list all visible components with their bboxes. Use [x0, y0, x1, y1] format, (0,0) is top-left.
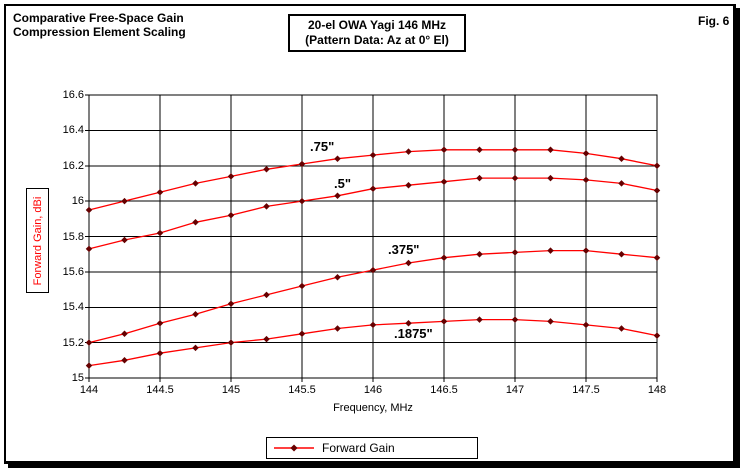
legend-label: Forward Gain	[322, 441, 395, 455]
y-tick-label: 15	[71, 372, 84, 384]
series-annotation: .5"	[334, 176, 352, 191]
x-tick-label: 146.5	[430, 384, 458, 396]
page-border	[4, 4, 736, 464]
y-axis-title-text: Forward Gain, dBi	[31, 196, 44, 285]
y-tick-label: 16	[71, 195, 84, 208]
x-tick-label: 146	[363, 384, 383, 396]
x-axis-title: Frequency, MHz	[333, 402, 413, 414]
series-annotation: .1875"	[394, 326, 433, 341]
figure-label: Fig. 6	[698, 14, 730, 28]
x-tick-label: 147	[505, 384, 525, 396]
y-tick-label: 16.4	[62, 124, 84, 137]
y-axis-title: Forward Gain, dBi	[26, 188, 49, 293]
legend: Forward Gain	[266, 437, 478, 459]
x-tick-label: 145.5	[288, 384, 316, 396]
series-annotation: .375"	[388, 242, 420, 257]
page-title: Comparative Free-Space Gain Compression …	[13, 11, 186, 39]
y-tick-label: 16.2	[62, 159, 84, 172]
y-tick-label: 15.4	[62, 301, 84, 314]
x-tick-label: 148	[647, 384, 667, 396]
y-tick-label: 16.6	[62, 89, 84, 101]
page-title-line2: Compression Element Scaling	[13, 25, 186, 39]
x-tick-label: 144.5	[146, 384, 174, 396]
legend-marker-icon	[274, 442, 314, 454]
series-annotation: .75"	[310, 139, 335, 154]
y-tick-label: 15.6	[62, 265, 84, 278]
x-tick-label: 145	[221, 384, 241, 396]
chart-subtitle-box: 20-el OWA Yagi 146 MHz (Pattern Data: Az…	[288, 14, 466, 52]
chart-subtitle-line1: 20-el OWA Yagi 146 MHz	[307, 18, 447, 32]
y-tick-label: 15.2	[62, 336, 84, 349]
chart-subtitle-line2: (Pattern Data: Az at 0° El)	[305, 33, 449, 47]
page-title-line1: Comparative Free-Space Gain	[13, 11, 184, 25]
x-tick-label: 147.5	[572, 384, 600, 396]
y-tick-label: 15.8	[62, 230, 84, 243]
x-tick-label: 144	[79, 384, 99, 396]
